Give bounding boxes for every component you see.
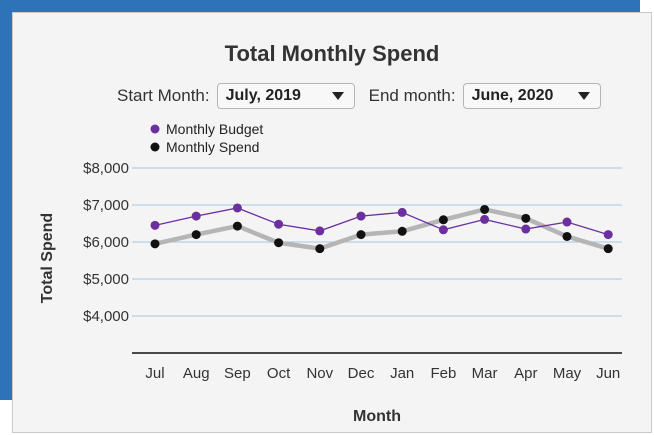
spend-point	[397, 226, 407, 236]
budget-point	[356, 211, 366, 221]
end-month-label: End month:	[368, 86, 456, 105]
budget-point	[521, 224, 531, 234]
spend-point	[521, 213, 531, 223]
budget-point	[480, 214, 490, 224]
x-tick-label: Mar	[472, 365, 498, 382]
y-tick-label: $7,000	[83, 197, 129, 214]
budget-point	[315, 226, 325, 236]
budget-point	[397, 207, 407, 217]
spend-point	[603, 244, 613, 254]
budget-point	[232, 203, 242, 213]
budget-point	[274, 219, 284, 229]
chevron-down-icon	[577, 92, 590, 100]
spend-point	[562, 231, 572, 241]
end-month-select[interactable]: June, 2020	[462, 83, 601, 109]
x-tick-label: Nov	[306, 365, 333, 382]
y-tick-label: $6,000	[83, 234, 129, 251]
spend-point	[232, 221, 242, 231]
spend-point	[438, 215, 448, 225]
spend-point	[191, 230, 201, 240]
budget-point	[562, 217, 572, 227]
x-axis-title: Month	[353, 408, 401, 425]
chart-panel: Total Monthly Spend Start Month: July, 2…	[12, 12, 652, 433]
chart-title: Total Monthly Spend	[224, 41, 440, 66]
spend-point	[356, 230, 366, 240]
start-month-value: July, 2019	[225, 87, 301, 104]
legend-label-budget: Monthly Budget	[166, 121, 263, 137]
y-tick-label: $5,000	[83, 271, 129, 288]
spend-point	[274, 238, 284, 248]
end-month-value: June, 2020	[471, 87, 554, 104]
legend-marker-budget	[150, 124, 160, 134]
budget-point	[191, 211, 201, 221]
x-tick-label: Jul	[145, 365, 164, 382]
x-tick-label: Sep	[224, 365, 251, 382]
y-tick-label: $4,000	[83, 308, 129, 325]
x-tick-label: Oct	[267, 365, 291, 382]
spend-point	[480, 204, 490, 214]
x-tick-label: Aug	[183, 365, 210, 382]
x-tick-label: Jun	[596, 365, 620, 382]
x-tick-label: Apr	[514, 365, 537, 382]
start-month-label: Start Month:	[117, 86, 210, 105]
budget-point	[150, 220, 160, 230]
x-tick-label: Dec	[348, 365, 375, 382]
start-month-select[interactable]: July, 2019	[216, 83, 355, 109]
x-tick-label: Jan	[390, 365, 414, 382]
x-tick-label: May	[553, 365, 582, 382]
budget-point	[438, 225, 448, 235]
budget-point	[603, 230, 613, 240]
y-tick-label: $8,000	[83, 160, 129, 177]
y-axis-title: Total Spend	[39, 213, 56, 303]
spend-point	[315, 244, 325, 254]
chevron-down-icon	[331, 92, 344, 100]
legend-label-spend: Monthly Spend	[166, 139, 259, 155]
spend-series-line	[154, 207, 609, 251]
legend-marker-spend	[150, 142, 160, 152]
spend-point	[150, 239, 160, 249]
budget-series-line	[154, 207, 609, 236]
date-range-controls: Start Month: July, 2019 End month: June,…	[117, 83, 601, 109]
x-tick-label: Feb	[430, 365, 456, 382]
